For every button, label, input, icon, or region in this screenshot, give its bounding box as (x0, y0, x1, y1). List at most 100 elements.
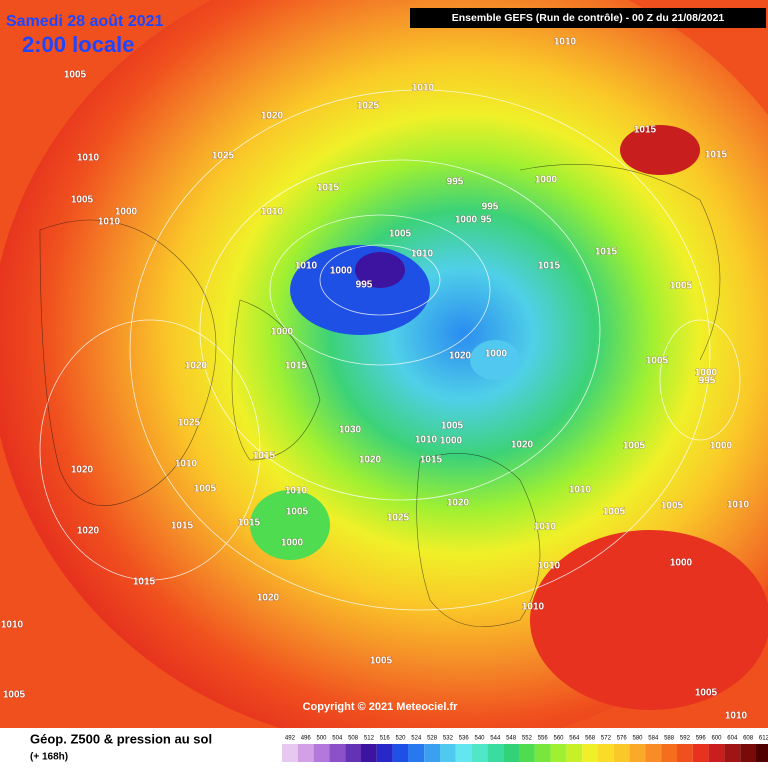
isobar-label: 1015 (238, 518, 261, 529)
isobar-label: 1010 (725, 711, 748, 722)
scale-swatch (756, 744, 768, 762)
isobar-label: 1005 (389, 229, 412, 240)
scale-swatch (566, 744, 583, 762)
isobar-label: 1015 (253, 451, 276, 462)
scale-swatch (297, 744, 314, 762)
scale-label: 496 (301, 736, 312, 742)
scale-swatch (598, 744, 614, 762)
scale-swatch (582, 744, 598, 762)
isobar-label: 1020 (261, 111, 284, 122)
isobar-label: 1015 (705, 150, 728, 161)
scale-swatch (613, 744, 630, 762)
scale-swatch (345, 744, 361, 762)
scale-label: 504 (332, 736, 343, 742)
isobar-label: 1000 (535, 175, 558, 186)
scale-swatch (708, 744, 725, 762)
isobar-label: 1015 (538, 261, 561, 272)
scale-swatch (740, 744, 756, 762)
isobar-label: 1005 (603, 507, 626, 518)
isobar-label: 1010 (412, 83, 435, 94)
isobar-label: 1010 (285, 486, 308, 497)
isobar-label: 1010 (522, 602, 545, 613)
scale-swatch (282, 744, 298, 762)
scale-label: 520 (395, 736, 406, 742)
isobar-label: 1010 (411, 249, 434, 260)
run-box (410, 8, 766, 28)
isobar-label: 1010 (1, 620, 24, 631)
isobar-label: 1015 (285, 361, 308, 372)
isobar-label: 1010 (534, 522, 557, 533)
scale-label: 588 (664, 736, 675, 742)
isobar-label: 1000 (281, 538, 304, 549)
scale-swatch (313, 744, 330, 762)
high-ridge (530, 530, 768, 710)
scale-label: 592 (680, 736, 691, 742)
isobar-label: 1015 (634, 125, 657, 136)
scale-swatch (629, 744, 646, 762)
coastlines (39, 163, 721, 627)
isobar-label: 1000 (710, 441, 733, 452)
isobar-label: 1020 (77, 526, 100, 537)
scale-label: 528 (427, 736, 438, 742)
isobar-label: 95 (480, 215, 492, 226)
scale-swatch (519, 744, 535, 762)
scale-label: 552 (522, 736, 533, 742)
legend-subtitle: (+ 168h) (30, 752, 68, 763)
isobar-label: 1000 (330, 266, 353, 277)
scale-label: 608 (743, 736, 754, 742)
scale-label: 524 (411, 736, 422, 742)
isobar-label: 1005 (661, 501, 684, 512)
time: 2:00 locale (22, 32, 135, 57)
isobar-label: 1010 (98, 217, 121, 228)
scale-swatch (550, 744, 567, 762)
scale-swatch (471, 744, 488, 762)
scale-swatch (424, 744, 440, 762)
date: Samedi 28 août 2021 (6, 13, 164, 30)
isobar-label: 1000 (271, 327, 294, 338)
isobar-label: 1025 (387, 513, 410, 524)
scale-swatch (487, 744, 504, 762)
scale-label: 600 (711, 736, 722, 742)
isobar-label: 1005 (64, 70, 87, 81)
isobars (39, 89, 741, 611)
isobar-label: 1010 (569, 485, 592, 496)
isobar-label: 1010 (415, 435, 438, 446)
isobar-label: 1020 (449, 351, 472, 362)
scale-swatch (361, 744, 377, 762)
isobar-label: 1015 (420, 455, 443, 466)
run-info: Ensemble GEFS (Run de contrôle) - 00 Z d… (452, 12, 725, 24)
scale-label: 584 (648, 736, 659, 742)
scale-swatch (724, 744, 741, 762)
isobar-label: 1010 (261, 207, 284, 218)
isobar-label: 1020 (359, 455, 382, 466)
scale-label: 548 (506, 736, 517, 742)
scale-swatch (455, 744, 472, 762)
scale-label: 540 (474, 736, 485, 742)
isobar-label: 1005 (194, 484, 217, 495)
isobar-label: 1000 (670, 558, 693, 569)
scale-label: 544 (490, 736, 501, 742)
isobar-label: 995 (482, 202, 499, 213)
isobar-label: 995 (447, 177, 464, 188)
scale-swatch (329, 744, 346, 762)
scale-swatch (692, 744, 709, 762)
isobar-label: 1015 (133, 577, 156, 588)
isobar-label: 1010 (554, 37, 577, 48)
scale-label: 512 (364, 736, 375, 742)
isobar-label: 1010 (538, 561, 561, 572)
scale-label: 492 (285, 736, 296, 742)
isobar-label: 1010 (175, 459, 198, 470)
isobar-label: 1000 (440, 436, 463, 447)
isobar-label: 1025 (357, 101, 380, 112)
scale-label: 612 (759, 736, 768, 742)
isobar-label: 1010 (77, 153, 100, 164)
isobar-label: 1000 (455, 215, 478, 226)
isobar-label: 1020 (185, 361, 208, 372)
isobar-label: 1015 (317, 183, 340, 194)
scale-label: 564 (569, 736, 580, 742)
isobar-label: 1000 (115, 207, 138, 218)
isobar-label: 1000 (695, 368, 718, 379)
isobar-label: 1005 (286, 507, 309, 518)
isobar-label: 1000 (485, 349, 508, 360)
isobar-label: 1020 (71, 465, 94, 476)
